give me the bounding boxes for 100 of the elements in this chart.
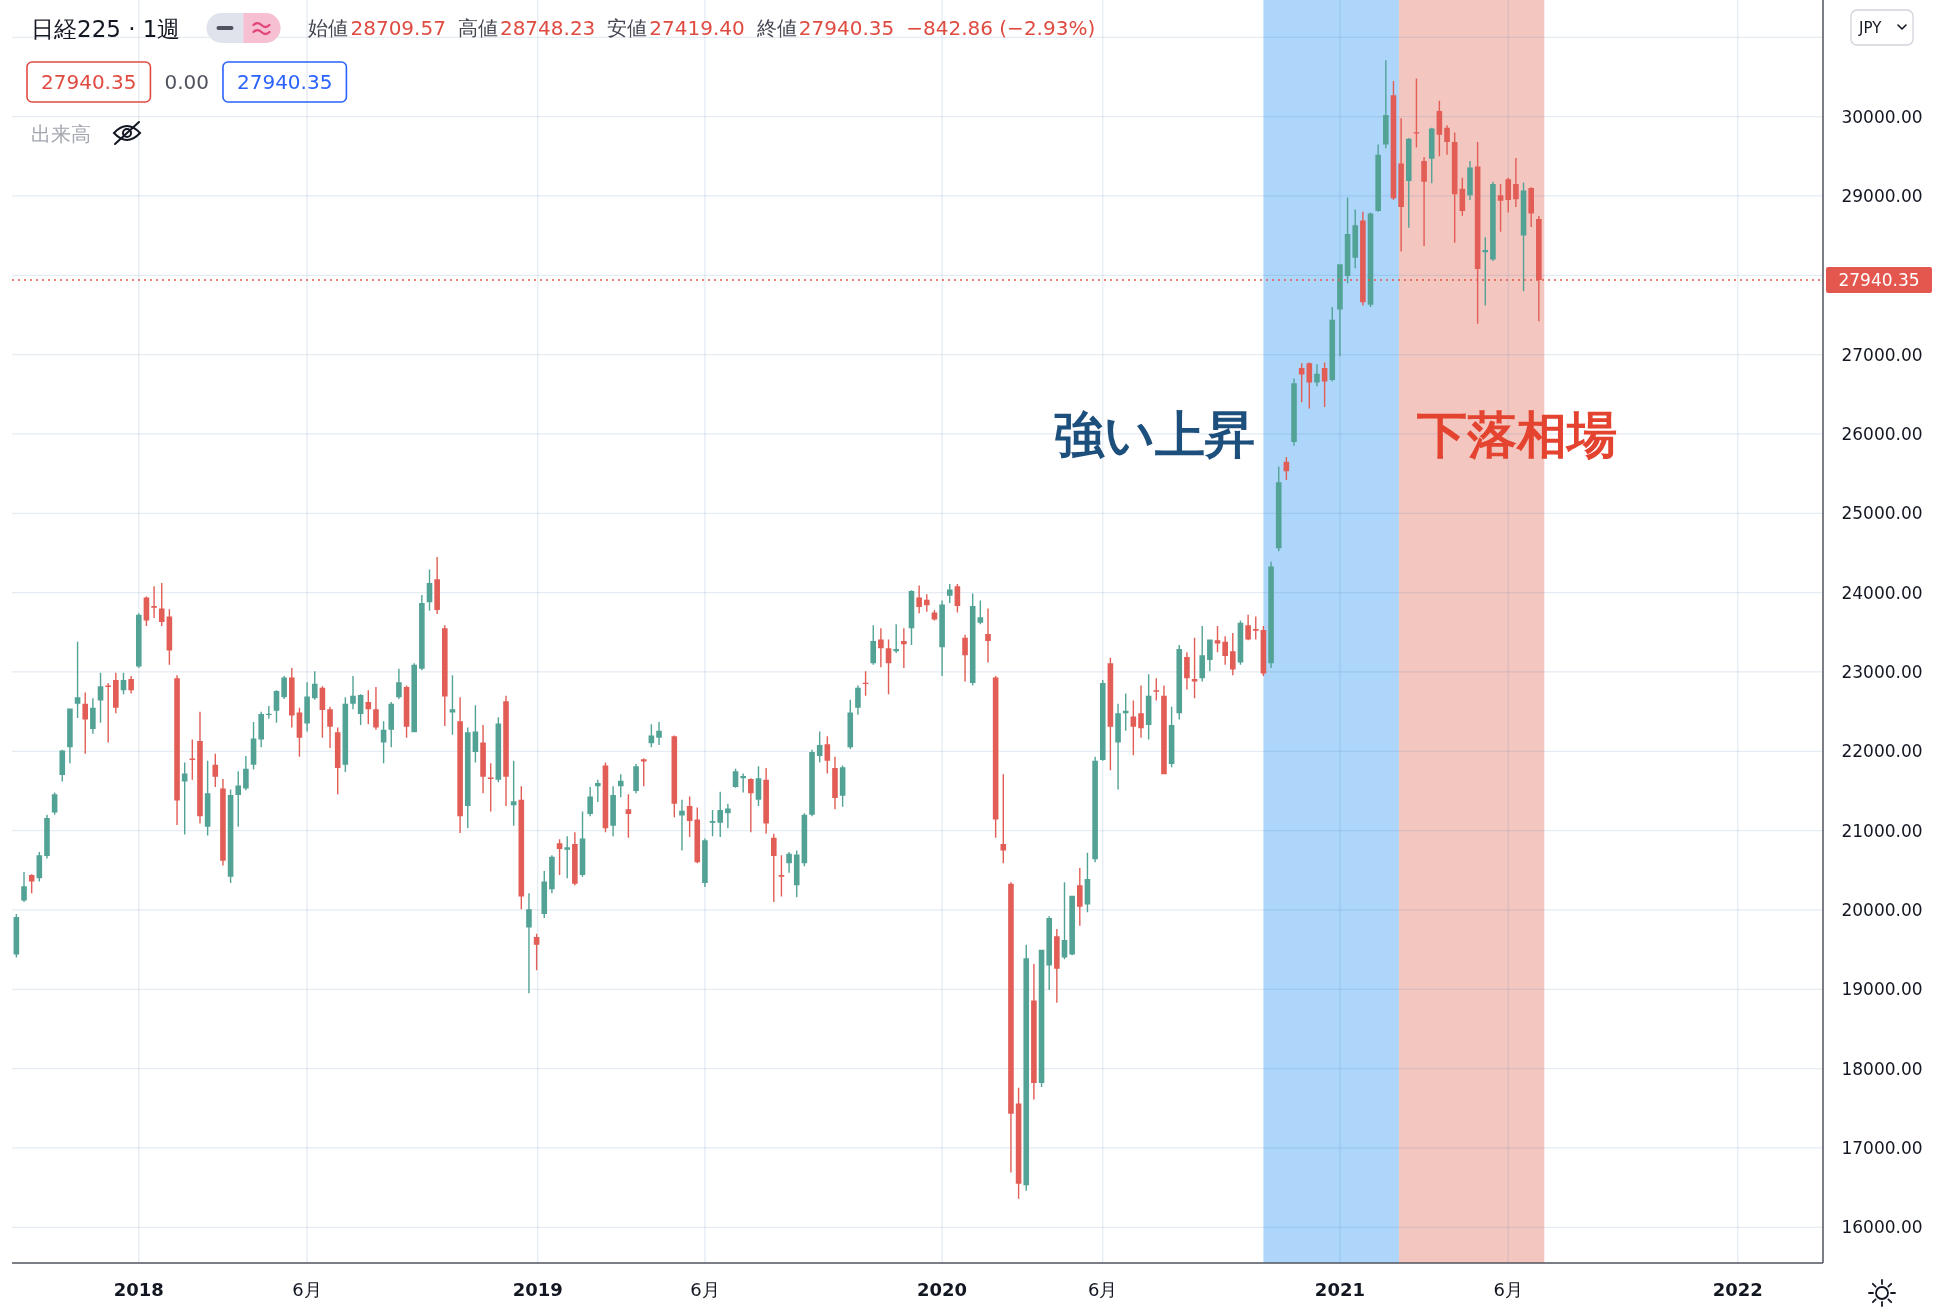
y-tick-label: 26000.00 <box>1841 423 1923 444</box>
candlestick <box>587 786 593 817</box>
candlestick <box>304 682 310 732</box>
y-tick-label: 20000.00 <box>1841 899 1923 920</box>
candlestick <box>786 852 792 873</box>
x-tick-label: 2022 <box>1712 1279 1763 1300</box>
x-tick-label: 6月 <box>690 1279 720 1300</box>
y-tick-label: 24000.00 <box>1841 582 1923 603</box>
candlestick <box>1115 703 1121 790</box>
y-tick-label: 25000.00 <box>1841 503 1923 524</box>
candlestick <box>197 711 203 824</box>
candlestick <box>1077 867 1083 926</box>
candlestick <box>105 683 111 743</box>
candlestick <box>1444 125 1450 155</box>
x-tick-label: 6月 <box>1493 1279 1523 1300</box>
candlestick <box>916 585 922 614</box>
candlestick <box>442 625 448 726</box>
candlestick <box>1337 264 1343 357</box>
y-tick-label: 17000.00 <box>1841 1137 1923 1158</box>
y-tick-label: 29000.00 <box>1841 185 1923 206</box>
candlestick <box>878 628 884 668</box>
candlestick <box>90 698 96 734</box>
annotation: −842.86 (−2.93%) <box>906 16 1096 40</box>
band-label: 強い上昇 <box>1054 406 1256 464</box>
x-tick-label: 2019 <box>512 1279 563 1300</box>
candlestick <box>396 668 402 699</box>
candlestick <box>266 706 272 719</box>
candlestick <box>1513 157 1519 208</box>
candlestick <box>1138 685 1144 738</box>
y-tick-label: 23000.00 <box>1841 661 1923 682</box>
annotation: 安値 <box>607 16 648 40</box>
candlestick <box>855 685 861 715</box>
candlestick <box>1398 118 1404 252</box>
annotation: 28748.23 <box>499 16 596 40</box>
y-tick-label: 21000.00 <box>1841 820 1923 841</box>
candlestick <box>21 871 27 903</box>
candlestick <box>893 624 899 653</box>
candlestick <box>610 786 616 837</box>
candlestick <box>1031 963 1037 1100</box>
x-tick-label: 2018 <box>113 1279 164 1300</box>
x-tick-label: 2020 <box>917 1279 968 1300</box>
candlestick <box>1184 652 1190 690</box>
candlestick <box>656 721 662 745</box>
annotation: 28709.57 <box>350 16 446 40</box>
candlestick <box>373 687 379 730</box>
annotation: 0.00 <box>164 70 209 94</box>
candlestick <box>679 799 685 851</box>
candlestick <box>832 756 838 810</box>
candlestick <box>434 556 440 615</box>
candlestick <box>1222 636 1228 665</box>
candlestick <box>1046 916 1052 991</box>
annotation: 高値 <box>457 16 498 40</box>
candlestick <box>939 600 945 676</box>
candlestick <box>350 675 356 710</box>
candlestick <box>1421 157 1427 246</box>
annotation: 始値 <box>308 16 349 40</box>
annotation: 終値 <box>755 16 797 40</box>
candlestick <box>1383 60 1389 149</box>
text: JPY <box>1858 19 1883 37</box>
candlestick <box>725 803 731 829</box>
y-tick-label: 18000.00 <box>1841 1058 1923 1079</box>
x-tick-label: 6月 <box>1088 1279 1118 1300</box>
candlestick <box>1230 633 1236 676</box>
y-tick-label: 16000.00 <box>1841 1217 1923 1238</box>
annotation: 27940.35 <box>798 16 895 40</box>
candlestick <box>1207 639 1213 672</box>
candlestick <box>985 608 991 663</box>
candlestick <box>748 778 754 833</box>
candlestick <box>962 634 968 682</box>
annotation: 出来高 <box>31 122 91 146</box>
y-tick-label: 30000.00 <box>1841 106 1923 127</box>
candlestick <box>327 706 333 749</box>
annotation: 27940.35 <box>236 70 333 94</box>
band-label: 下落相場 <box>1415 406 1617 464</box>
candlestick <box>901 628 907 668</box>
candlestick <box>128 675 134 694</box>
candlestick <box>595 779 601 803</box>
candlestick <box>1467 161 1473 200</box>
annotation: 27419.40 <box>649 16 745 40</box>
x-tick-label: 6月 <box>292 1279 322 1300</box>
candlestick <box>526 893 532 994</box>
candlestick <box>480 725 486 794</box>
candlestick <box>113 672 119 714</box>
text: 日経225 · 1週 <box>31 16 181 42</box>
x-tick-label: 2021 <box>1314 1279 1365 1300</box>
candlestick <box>763 767 769 834</box>
y-tick-label: 27000.00 <box>1841 344 1923 365</box>
candlestick <box>1528 187 1534 227</box>
candlestick <box>1054 929 1060 1003</box>
candlestick <box>151 586 157 619</box>
candlestick <box>67 708 73 764</box>
ref-line-label: 27940.35 <box>1838 270 1920 291</box>
candlestick <box>1314 364 1320 387</box>
candlestick <box>457 697 463 834</box>
candlestick <box>243 756 249 791</box>
annotation: 27940.35 <box>41 70 137 94</box>
candlestick <box>740 773 746 793</box>
candlestick <box>572 832 578 886</box>
candlestick <box>1245 614 1251 641</box>
y-tick-label: 22000.00 <box>1841 741 1923 762</box>
